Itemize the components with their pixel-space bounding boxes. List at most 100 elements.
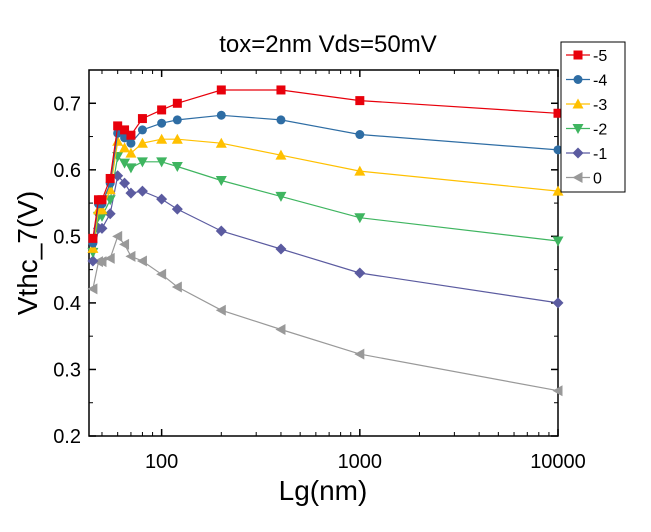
data-point [88, 233, 98, 243]
data-point [276, 115, 286, 125]
data-point [275, 191, 287, 202]
data-point [156, 193, 168, 205]
data-point [87, 283, 98, 295]
data-point [136, 137, 148, 148]
legend: -5 -4 -3 -2 -1 0 [560, 41, 626, 193]
legend-item: -4 [566, 73, 607, 90]
data-point [216, 110, 226, 120]
data-point [553, 108, 563, 118]
data-point [113, 121, 123, 131]
x-tick-label: 10000 [530, 451, 586, 473]
data-point [96, 222, 108, 234]
data-point [157, 105, 167, 115]
data-point [136, 185, 148, 197]
data-point [119, 177, 131, 189]
data-point [156, 268, 167, 280]
data-point [552, 185, 564, 196]
series-line [92, 155, 559, 253]
legend-label: -5 [593, 48, 607, 65]
legend-label: -4 [593, 73, 607, 90]
data-point [125, 147, 137, 158]
legend-marker [573, 75, 583, 84]
legend-box [560, 41, 626, 193]
data-point [157, 118, 167, 128]
y-tick-label: 0.2 [53, 426, 81, 448]
data-point [216, 85, 226, 95]
data-point [126, 130, 136, 140]
series--4 [88, 110, 563, 248]
data-point [275, 324, 286, 336]
data-point [112, 230, 123, 242]
series-0 [87, 230, 563, 397]
data-point [171, 161, 183, 172]
data-point [354, 348, 365, 360]
data-point [96, 211, 108, 222]
legend-marker [572, 172, 583, 183]
data-point [104, 208, 116, 220]
legend-marker [573, 50, 583, 60]
data-point [125, 187, 137, 199]
series-line [92, 235, 559, 392]
legend-label: -1 [593, 146, 607, 163]
data-point [119, 142, 131, 153]
legend-label: 0 [593, 171, 602, 188]
data-point [137, 114, 147, 124]
data-point [354, 267, 366, 279]
legend-label: -3 [593, 97, 607, 114]
data-point [275, 149, 287, 160]
plot-frame [88, 69, 559, 437]
data-point [215, 175, 227, 186]
data-point [553, 145, 563, 155]
x-tick-label: 1000 [338, 451, 383, 473]
data-point [276, 85, 286, 95]
data-point [156, 157, 168, 168]
legend-label: -2 [593, 122, 607, 139]
data-point [125, 163, 137, 174]
data-point [126, 138, 136, 148]
data-point [104, 252, 115, 264]
series--5 [88, 85, 563, 243]
x-axis-ticks: 100 1000 10000 [101, 70, 586, 473]
legend-marker [572, 124, 584, 134]
legend-marker [572, 98, 584, 109]
data-point [119, 158, 131, 169]
data-point [136, 157, 148, 168]
data-point [215, 225, 227, 237]
data-point [119, 238, 130, 250]
legend-item: -2 [566, 122, 607, 139]
plot-border [88, 69, 559, 437]
series-line [92, 138, 559, 249]
data-point [105, 173, 115, 183]
legend-item: 0 [566, 171, 602, 188]
data-point [552, 385, 563, 397]
data-point [354, 165, 366, 176]
legend-item: -3 [566, 97, 607, 114]
x-axis-label: Lg(nm) [279, 475, 368, 506]
data-point [97, 195, 107, 205]
data-point [113, 128, 123, 138]
x-tick-label: 100 [145, 451, 178, 473]
y-axis-ticks: 0.2 0.3 0.4 0.5 0.6 0.7 [53, 69, 558, 448]
data-point [172, 98, 182, 108]
legend-item: -1 [566, 146, 607, 163]
series-line [92, 114, 559, 244]
data-point [104, 184, 116, 195]
data-point [355, 96, 365, 106]
data-point [552, 297, 564, 309]
data-point [156, 133, 168, 144]
y-tick-label: 0.7 [53, 93, 81, 115]
chart-title: tox=2nm Vds=50mV [219, 31, 436, 58]
y-tick-label: 0.5 [53, 226, 81, 248]
data-point [87, 242, 99, 253]
data-point [96, 204, 108, 215]
data-point [215, 304, 226, 316]
legend-marker [572, 147, 584, 159]
data-point [355, 130, 365, 140]
data-point [125, 250, 136, 262]
series-group [87, 85, 564, 397]
data-point [137, 125, 147, 135]
data-point [171, 203, 183, 215]
data-point [87, 255, 99, 267]
y-tick-label: 0.3 [53, 359, 81, 381]
